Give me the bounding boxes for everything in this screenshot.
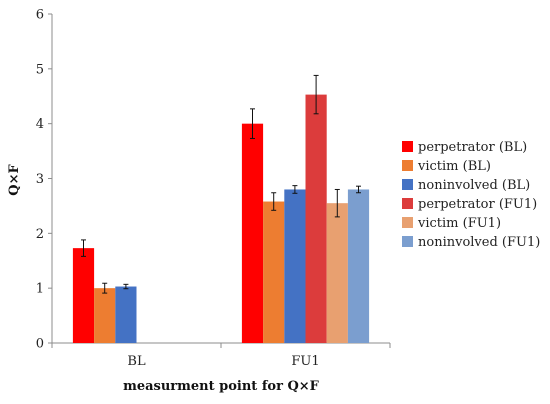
legend-label: noninvolved (FU1) xyxy=(418,235,540,250)
y-tick-label: 6 xyxy=(36,8,44,23)
y-tick-label: 2 xyxy=(36,227,44,242)
bar-noninvolved-fu1 xyxy=(284,189,306,343)
bar-victim-bl xyxy=(94,288,116,343)
bars xyxy=(72,94,370,344)
legend-swatch xyxy=(402,179,413,190)
bar-noninvolved-bl xyxy=(115,286,137,343)
x-axis-title: measurment point for Q×F xyxy=(123,379,320,394)
bar-noninvolved-fu1 xyxy=(347,189,370,343)
legend-swatch xyxy=(402,236,413,247)
legend-swatch xyxy=(402,198,413,209)
legend-label: perpetrator (BL) xyxy=(418,140,527,155)
x-tick-label: BL xyxy=(127,354,146,369)
legend-swatch xyxy=(402,160,413,171)
bar-victim-fu1 xyxy=(326,203,348,343)
y-tick-label: 1 xyxy=(36,282,44,297)
y-axis-title: Q×F xyxy=(7,164,22,196)
legend: perpetrator (BL) victim (BL) noninvolved (… xyxy=(402,140,540,250)
y-axis: 0 1 2 3 4 5 6 xyxy=(36,8,53,352)
legend-label: noninvolved (BL) xyxy=(418,178,530,193)
y-tick-label: 5 xyxy=(36,62,44,77)
y-tick-label: 3 xyxy=(36,172,44,187)
bar-perpetrator-fu1 xyxy=(241,123,264,344)
y-tick-label: 4 xyxy=(36,117,44,132)
legend-label: perpetrator (FU1) xyxy=(418,197,537,212)
legend-swatch xyxy=(402,141,413,152)
y-tick-label: 0 xyxy=(36,337,44,352)
legend-label: victim (FU1) xyxy=(417,216,501,231)
bar-perpetrator-fu1 xyxy=(305,94,327,343)
bar-victim-fu1 xyxy=(263,201,285,343)
x-tick-label: FU1 xyxy=(291,354,319,369)
legend-label: victim (BL) xyxy=(417,159,491,174)
error-bars xyxy=(81,74,361,294)
x-axis: BL FU1 xyxy=(51,342,391,369)
legend-swatch xyxy=(402,217,413,228)
bar-perpetrator-bl xyxy=(72,248,95,343)
